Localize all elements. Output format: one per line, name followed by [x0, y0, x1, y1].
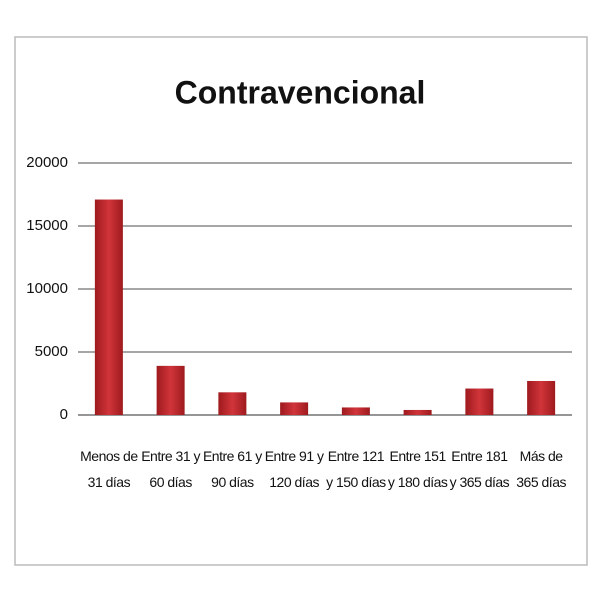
- x-tick-label: Entre 181 y 365 días: [449, 448, 510, 490]
- x-tick-label: Más de 365 días: [516, 448, 566, 490]
- x-tick-label: Entre 61 y 90 días: [202, 448, 262, 490]
- y-tick-label: 5000: [35, 343, 68, 360]
- chart-title: Contravencional: [175, 74, 426, 110]
- y-tick-label: 15000: [26, 217, 68, 234]
- x-tick-label: Entre 151 y 180 días: [387, 448, 448, 490]
- y-tick-label: 0: [60, 406, 68, 423]
- bar: [527, 380, 556, 415]
- x-tick-label: Menos de 31 días: [80, 448, 138, 490]
- y-tick-label: 20000: [26, 154, 68, 171]
- bar: [341, 407, 370, 415]
- bar: [465, 388, 494, 415]
- bar: [403, 409, 432, 415]
- x-tick-label: Entre 121 y 150 días: [326, 448, 386, 490]
- bar: [218, 392, 247, 415]
- y-tick-label: 10000: [26, 280, 68, 297]
- x-tick-label: Entre 31 y 60 días: [141, 448, 201, 490]
- bar: [94, 199, 123, 415]
- bar: [280, 402, 309, 415]
- x-tick-label: Entre 91 y 120 días: [264, 448, 324, 490]
- bar: [156, 365, 185, 415]
